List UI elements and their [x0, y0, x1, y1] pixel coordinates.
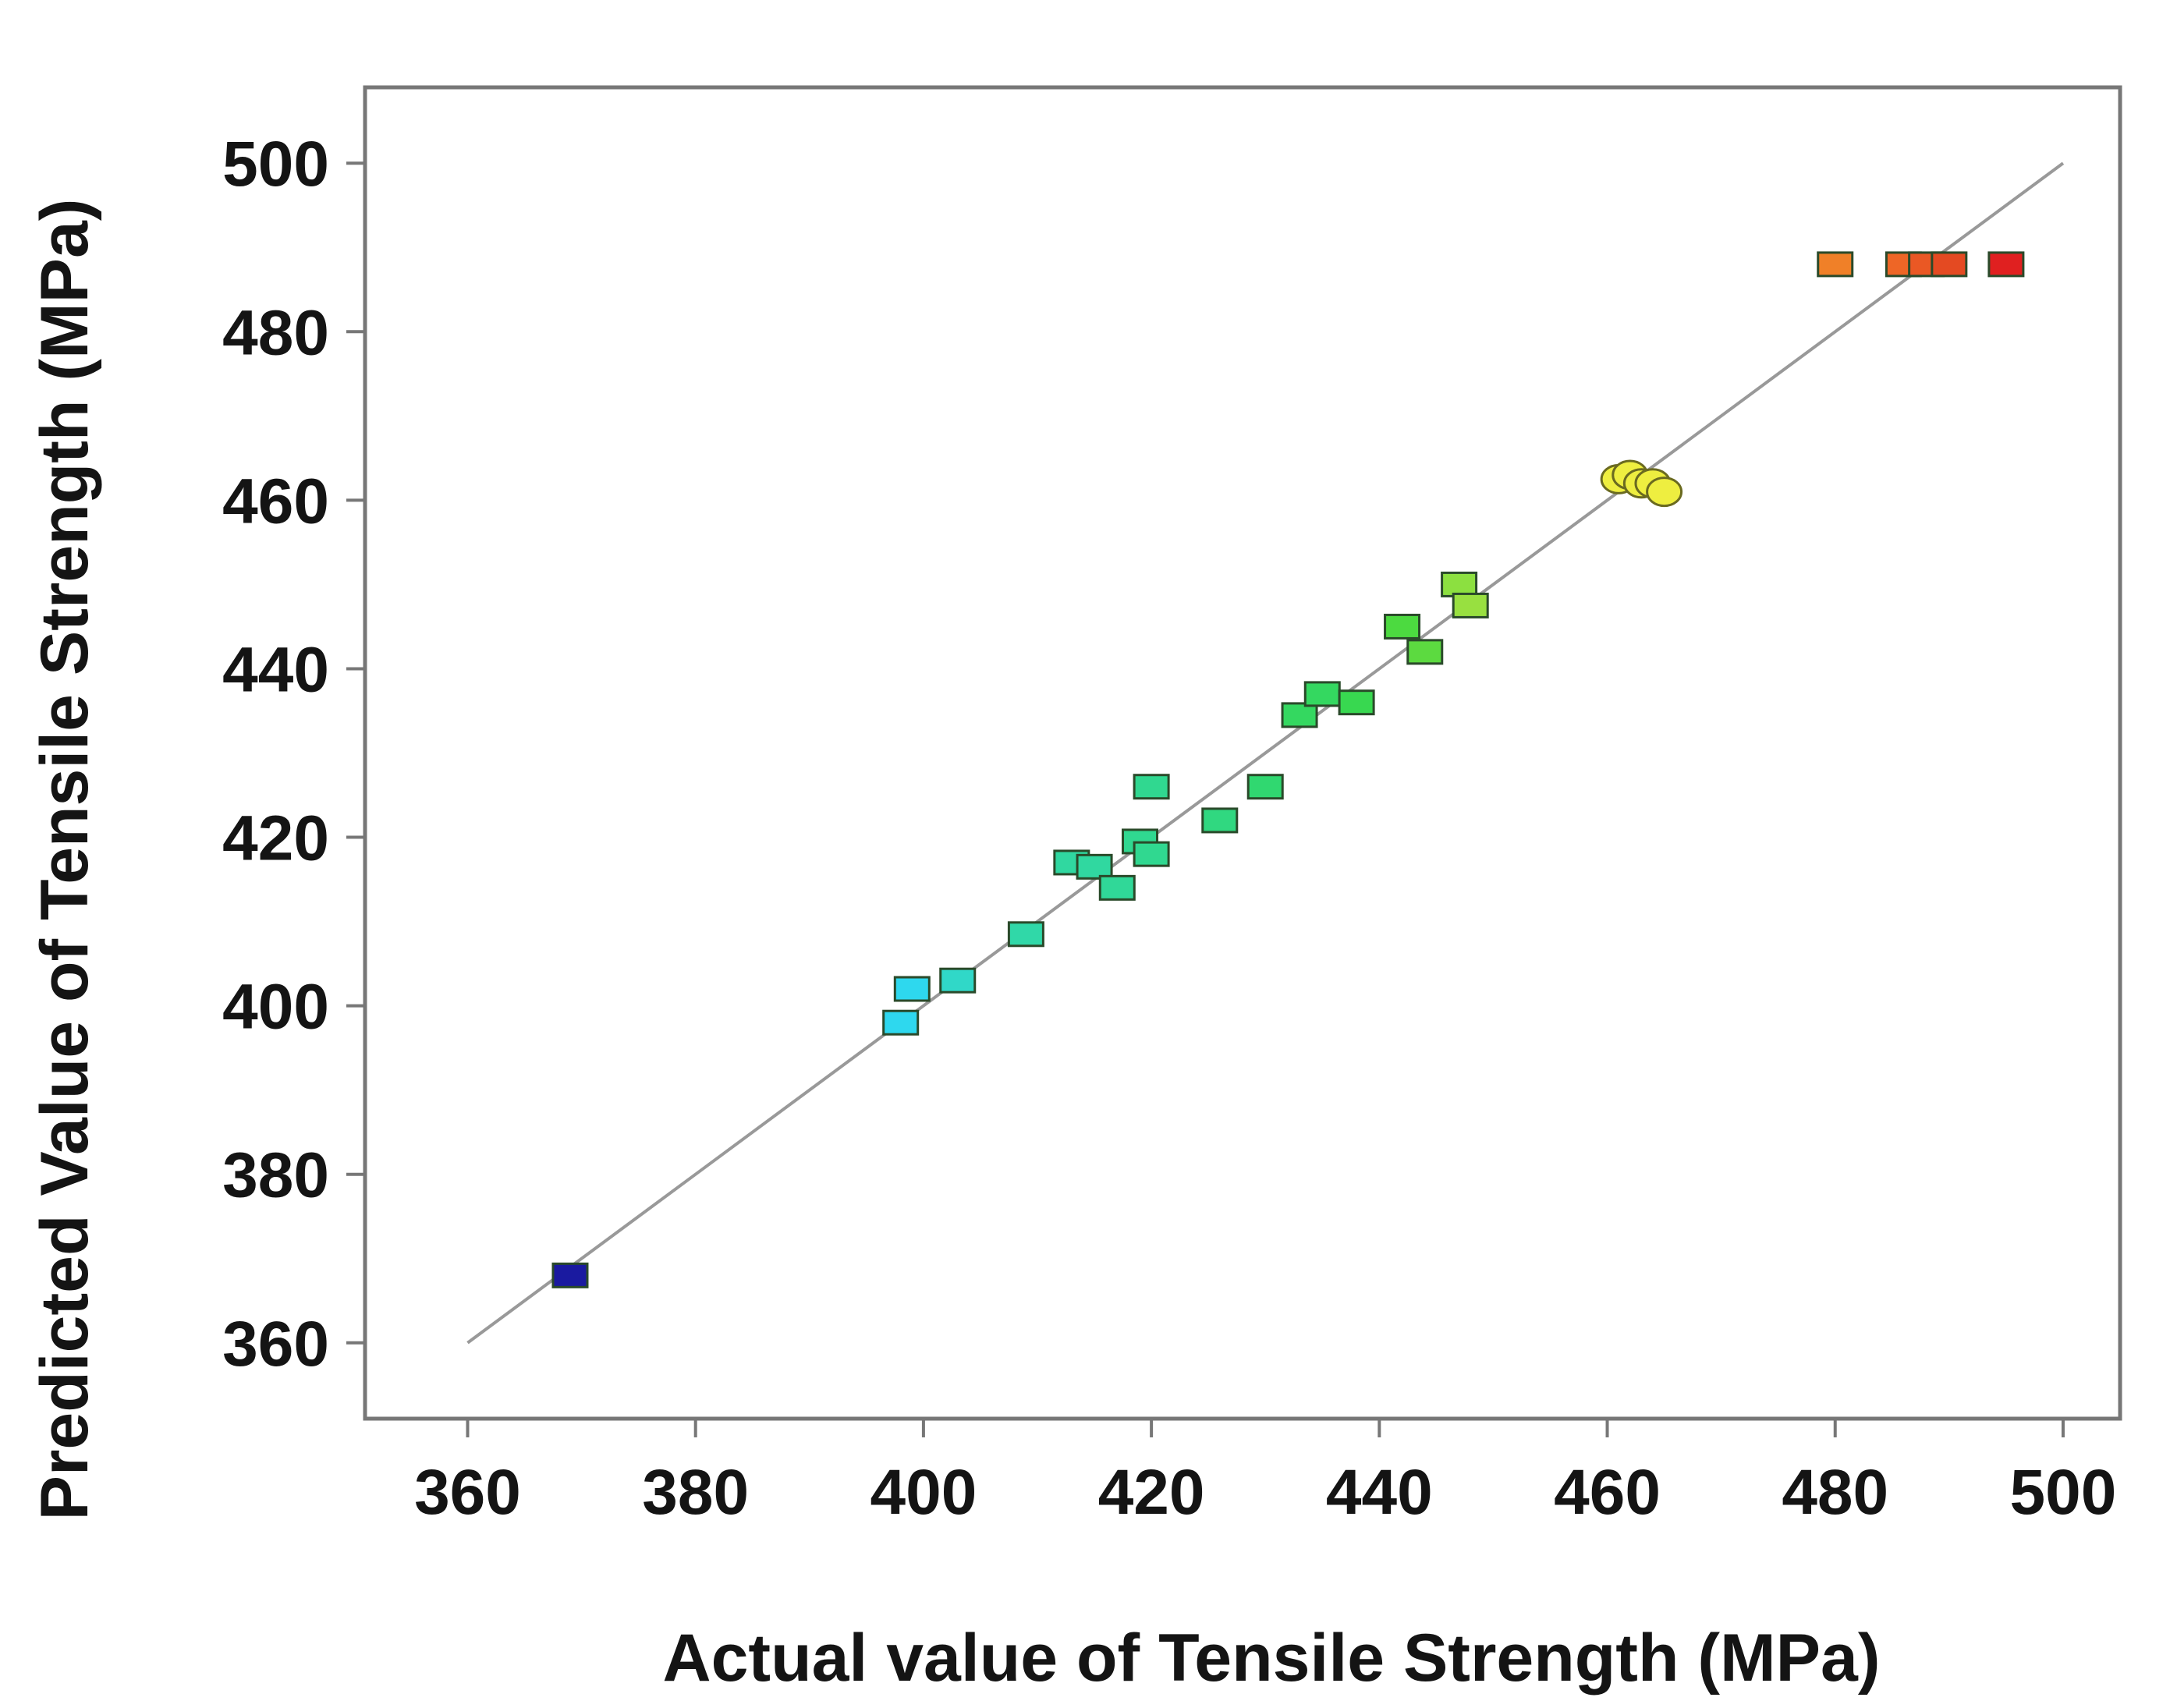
data-point: [1201, 807, 1239, 834]
y-tick-label: 460: [222, 466, 329, 537]
x-tick-label: 360: [414, 1457, 521, 1528]
data-point: [1281, 702, 1318, 728]
data-point: [551, 1262, 589, 1288]
x-tick-label: 420: [1098, 1457, 1205, 1528]
plot-frame: [363, 85, 2122, 1421]
data-point: [1133, 841, 1170, 867]
data-point: [882, 1009, 920, 1036]
data-point: [1076, 853, 1113, 880]
y-tick-label: 380: [222, 1140, 329, 1211]
reference-line-layer: [466, 161, 2065, 1345]
y-tick-label: 420: [222, 803, 329, 874]
x-tick-label: 400: [870, 1457, 977, 1528]
data-point: [939, 967, 977, 994]
x-tick-label: 500: [2010, 1457, 2117, 1528]
data-point: [1817, 251, 1854, 278]
x-tick-label: 440: [1326, 1457, 1433, 1528]
data-point: [1931, 251, 1968, 278]
reference-line: [466, 161, 2065, 1345]
data-point: [1987, 251, 2025, 278]
data-point: [1098, 874, 1136, 901]
data-point: [1303, 681, 1341, 707]
data-point: [1007, 921, 1044, 948]
x-tick-label: 460: [1554, 1457, 1661, 1528]
y-tick-label: 360: [222, 1309, 329, 1380]
data-point: [1246, 774, 1284, 800]
y-axis-title: Predicted Value of Tensile Strength (MPa…: [27, 199, 102, 1521]
data-point: [893, 976, 931, 1002]
x-tick-label: 480: [1782, 1457, 1888, 1528]
y-tick-label: 480: [222, 297, 329, 368]
data-point: [1384, 613, 1421, 640]
y-tick-label: 440: [222, 634, 329, 705]
data-point: [1338, 689, 1375, 716]
data-point: [1133, 774, 1170, 800]
x-tick-label: 380: [642, 1457, 749, 1528]
data-point: [1452, 592, 1489, 618]
data-point: [1441, 571, 1478, 597]
tick-layer: 360 380 400 420 440 460 480 500 360 380 400 420 440 4…: [222, 129, 2116, 1528]
point-layer: [551, 251, 2025, 1288]
data-point: [1646, 477, 1683, 508]
x-axis-title: Actual value of Tensile Strength (MPa): [663, 1621, 1881, 1696]
y-tick-label: 500: [222, 129, 329, 200]
data-point: [1406, 639, 1444, 665]
y-tick-label: 400: [222, 972, 329, 1043]
